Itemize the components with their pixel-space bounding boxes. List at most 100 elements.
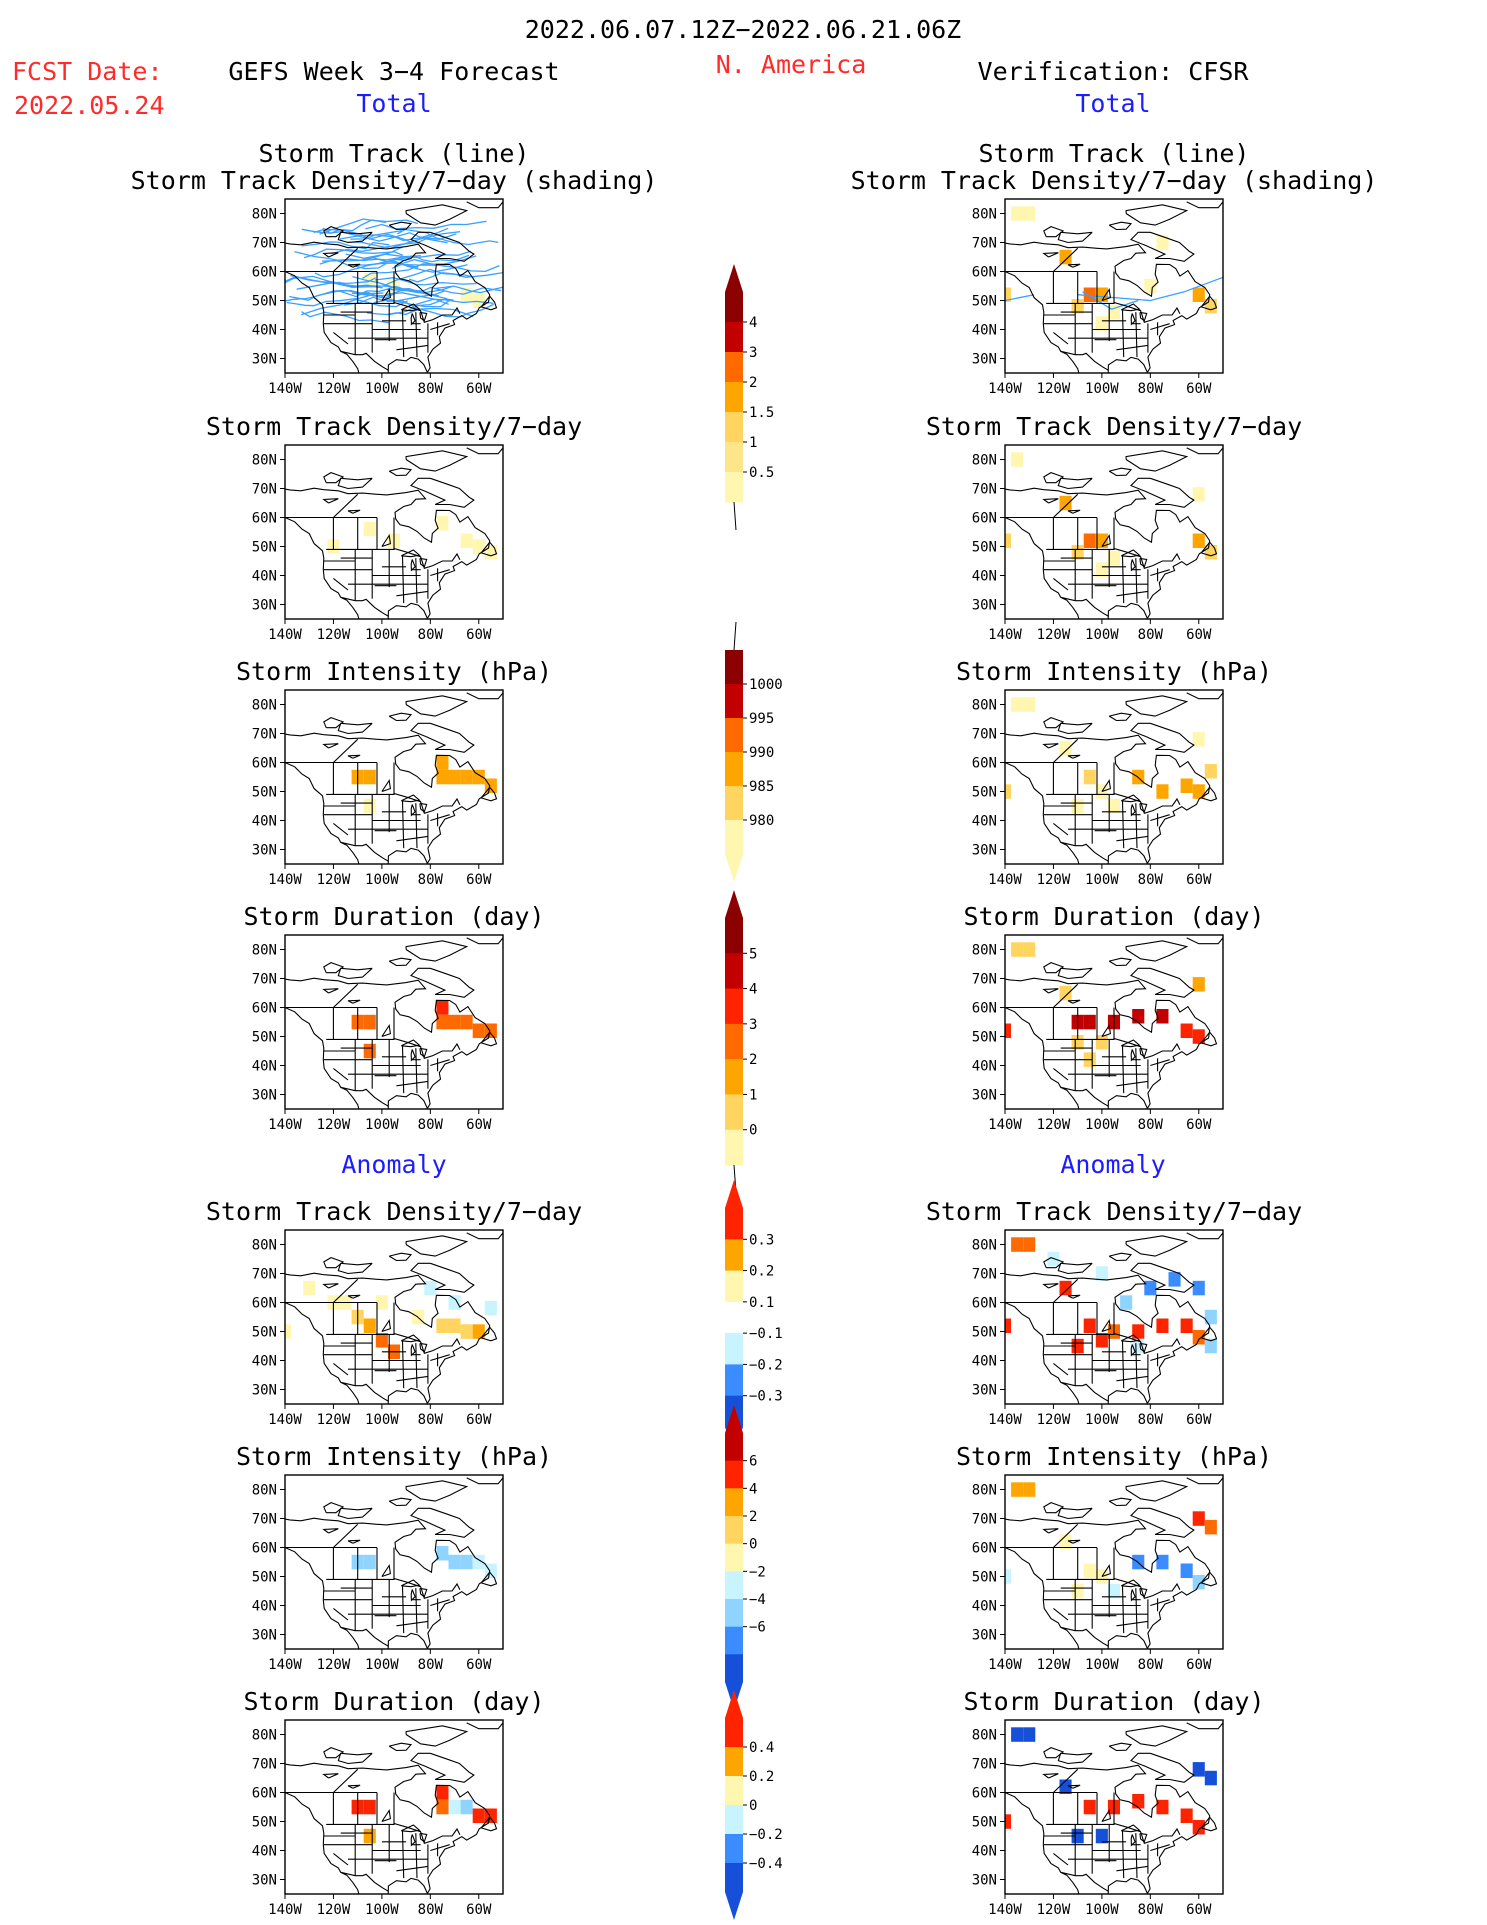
lon-tick-label: 140W <box>268 872 302 888</box>
lat-tick-label: 40N <box>972 569 997 585</box>
lat-tick-label: 30N <box>972 1873 997 1889</box>
storm-track-line <box>290 274 376 285</box>
lat-tick-label: 80N <box>972 943 997 959</box>
lon-tick-label: 100W <box>365 1117 399 1133</box>
shade-cell <box>1180 1563 1193 1578</box>
lon-tick-label: 120W <box>1037 1657 1071 1673</box>
lon-tick-label: 80W <box>418 872 444 888</box>
colorbar-swatch <box>725 1094 743 1131</box>
shade-cell <box>1192 487 1205 502</box>
lon-tick-label: 140W <box>268 627 302 643</box>
lon-tick-label: 120W <box>1037 872 1071 888</box>
shade-cell <box>1071 1035 1084 1050</box>
map-frame <box>284 1474 504 1650</box>
map-panel-r3: Storm Intensity (hPa) 80N 70N 60N 50N 40N 30N 1… <box>956 657 1272 888</box>
shade-cell <box>1011 942 1024 957</box>
lat-tick-label: 30N <box>252 352 277 368</box>
lon-tick-label: 100W <box>365 1412 399 1428</box>
lon-tick-label: 80W <box>418 1902 444 1918</box>
lon-tick-label: 140W <box>268 381 302 397</box>
storm-track-line <box>301 219 387 234</box>
lat-tick-label: 60N <box>972 511 997 527</box>
colorbar-label: −4 <box>749 1592 766 1608</box>
shade-cell <box>1083 1318 1096 1333</box>
storm-track-line <box>322 227 402 237</box>
lat-tick-label: 60N <box>972 1541 997 1557</box>
panel-title-l2-1: Storm Track Density/7−day <box>206 412 582 441</box>
storm-track-line <box>321 260 419 268</box>
storm-track-line <box>365 220 487 230</box>
anomaly-left-label: Anomaly <box>341 1150 446 1179</box>
shade-cell <box>1011 1482 1024 1497</box>
colorbar-label: −2 <box>749 1564 766 1580</box>
lon-tick-label: 100W <box>1085 1657 1119 1673</box>
colorbar-label: 0.4 <box>749 1740 774 1756</box>
colorbar-label: 0.2 <box>749 1769 774 1785</box>
colorbar-label: 2 <box>749 1509 757 1525</box>
lon-tick-label: 60W <box>1186 381 1212 397</box>
lon-tick-label: 140W <box>988 1412 1022 1428</box>
lat-tick-label: 30N <box>252 1873 277 1889</box>
lat-tick-label: 50N <box>972 1570 997 1586</box>
lon-tick-label: 120W <box>317 872 351 888</box>
lat-tick-label: 70N <box>252 972 277 988</box>
storm-track-line <box>1082 291 1139 310</box>
colorbar-label: 4 <box>749 982 757 998</box>
panel-title-r5-1: Storm Track Density/7−day <box>926 1197 1302 1226</box>
lat-tick-label: 30N <box>972 843 997 859</box>
shade-cell <box>1095 1035 1108 1050</box>
lon-tick-label: 120W <box>1037 1902 1071 1918</box>
shade-cell <box>1005 287 1011 302</box>
coastline-map <box>285 692 503 864</box>
shade-cell <box>1180 1808 1193 1823</box>
lat-tick-label: 70N <box>972 727 997 743</box>
shade-cell <box>1192 732 1205 747</box>
lon-tick-label: 140W <box>988 1117 1022 1133</box>
lon-tick-label: 120W <box>317 1902 351 1918</box>
shade-cell <box>1071 299 1084 314</box>
colorbar-swatch <box>725 1516 743 1545</box>
total-right-label: Total <box>1075 89 1150 118</box>
lat-tick-label: 80N <box>972 1483 997 1499</box>
shade-cell <box>1204 1519 1217 1535</box>
shade-cell <box>363 1799 376 1815</box>
lat-tick-label: 70N <box>252 482 277 498</box>
lat-tick-label: 50N <box>252 540 277 556</box>
shade-cell <box>472 1324 485 1339</box>
panel-title-l1-2: Storm Track Density/7−day (shading) <box>131 166 658 195</box>
storm-track-line <box>1077 276 1223 302</box>
shade-cell <box>436 769 449 785</box>
colorbar-swatch <box>725 322 743 353</box>
shade-cell <box>1144 278 1157 294</box>
lat-tick-label: 30N <box>252 843 277 859</box>
lon-tick-label: 140W <box>988 381 1022 397</box>
storm-track-lines <box>285 218 503 324</box>
lon-tick-label: 60W <box>1186 1117 1212 1133</box>
colorbar-label: −0.2 <box>749 1357 783 1373</box>
shade-cell <box>1156 1318 1169 1333</box>
colorbar-label: 5 <box>749 946 757 962</box>
shade-cell <box>1059 1280 1072 1296</box>
lat-tick-label: 80N <box>972 207 997 223</box>
colorbar-swatch <box>725 1333 743 1365</box>
shade-cell <box>1156 1799 1169 1815</box>
lon-tick-label: 120W <box>317 1117 351 1133</box>
storm-track-line <box>289 289 395 301</box>
colorbar-swatch <box>725 752 743 787</box>
lat-tick-label: 80N <box>252 1483 277 1499</box>
shade-cell <box>1059 985 1072 1001</box>
lat-tick-label: 30N <box>252 1628 277 1644</box>
map-frame <box>1004 1719 1224 1895</box>
colorbar-label: 990 <box>749 745 774 761</box>
lon-tick-label: 140W <box>988 627 1022 643</box>
lon-tick-label: 80W <box>1138 1657 1164 1673</box>
panel-title-r4-1: Storm Duration (day) <box>963 902 1264 931</box>
lat-tick-label: 50N <box>252 785 277 801</box>
shade-cell <box>460 769 473 785</box>
map-panel-l3: Storm Intensity (hPa) 80N 70N 60N 50N 40N 30N 1… <box>236 657 552 888</box>
lat-tick-label: 80N <box>972 1728 997 1744</box>
colorbar-label: 1.5 <box>749 405 774 421</box>
colorbar-swatch <box>725 1301 743 1334</box>
lat-tick-label: 30N <box>972 598 997 614</box>
colorbar-label: 1000 <box>749 677 783 693</box>
